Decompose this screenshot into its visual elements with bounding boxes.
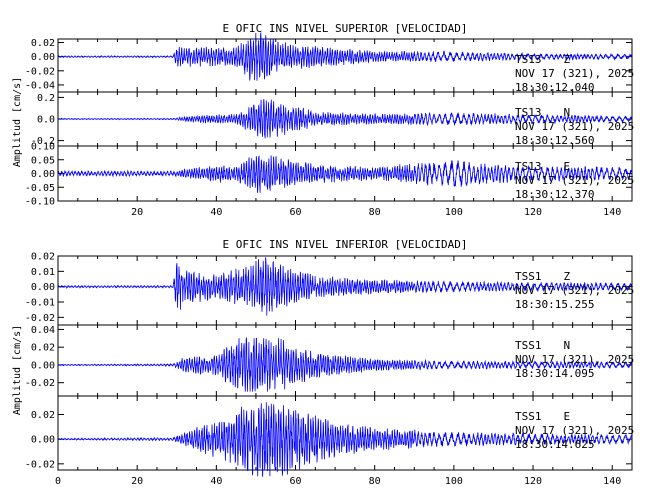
y-tick-label: 0.0 <box>37 115 55 126</box>
station-label: TSS1 E <box>515 410 570 423</box>
y-tick-label: -0.05 <box>25 183 55 194</box>
y-tick-label: -0.02 <box>25 459 55 470</box>
x-tick-label: 140 <box>603 207 621 218</box>
station-label: TS13 E <box>515 160 570 173</box>
x-tick-label: 100 <box>445 207 463 218</box>
y-tick-label: -0.02 <box>25 313 55 324</box>
x-tick-label: 20 <box>131 476 143 487</box>
y-tick-label: 0.00 <box>31 435 55 446</box>
x-tick-label: 120 <box>524 207 542 218</box>
y-tick-label: -0.02 <box>25 66 55 77</box>
upper-y-axis-label: Amplitud [cm/s] <box>12 77 23 167</box>
component-code: N <box>564 106 571 119</box>
y-tick-label: -0.10 <box>25 197 55 208</box>
y-tick-label: -0.02 <box>25 378 55 389</box>
y-tick-label: -0.2 <box>31 136 55 147</box>
y-tick-label: 0.00 <box>31 360 55 371</box>
trace-time: 18:30:12.040 <box>515 81 594 94</box>
station-code: TSS1 <box>515 339 542 352</box>
trace-time: 18:30:12.370 <box>515 188 594 201</box>
trace-time: 18:30:14.095 <box>515 367 594 380</box>
component-code: N <box>564 339 571 352</box>
x-tick-label: 20 <box>131 207 143 218</box>
y-tick-label: 0.05 <box>31 155 55 166</box>
lower-y-axis-label: Amplitud [cm/s] <box>12 325 23 415</box>
x-tick-label: 80 <box>369 476 381 487</box>
waveform-trace <box>57 402 633 477</box>
waveform-trace <box>57 256 633 316</box>
y-tick-label: 0.2 <box>37 93 55 104</box>
station-label: TS13 Z <box>515 53 571 66</box>
x-tick-label: 60 <box>289 207 301 218</box>
y-tick-label: -0.01 <box>25 298 55 309</box>
trace-date: NOV 17 (321), 2025 <box>515 67 634 80</box>
trace-date: NOV 17 (321), 2025 <box>515 424 634 437</box>
y-tick-label: -0.04 <box>25 80 55 91</box>
station-code: TSS1 <box>515 270 542 283</box>
y-tick-label: 0.00 <box>31 169 55 180</box>
y-tick-label: 0.02 <box>31 343 55 354</box>
trace-time: 18:30:15.255 <box>515 298 594 311</box>
y-tick-label: 0.04 <box>31 325 55 336</box>
component-code: Z <box>564 53 571 66</box>
station-label: TSS1 Z <box>515 270 571 283</box>
y-tick-label: 0.02 <box>31 410 55 421</box>
station-code: TS13 <box>515 106 542 119</box>
upper-group-title: E OFIC INS NIVEL SUPERIOR [VELOCIDAD] <box>222 22 467 35</box>
station-label: TS13 N <box>515 106 570 119</box>
trace-date: NOV 17 (321), 2025 <box>515 353 634 366</box>
lower-group-title: E OFIC INS NIVEL INFERIOR [VELOCIDAD] <box>222 238 467 251</box>
x-tick-label: 40 <box>210 207 222 218</box>
x-tick-label: 0 <box>55 476 61 487</box>
waveform-trace <box>57 99 633 139</box>
component-code: E <box>564 160 571 173</box>
waveform-trace <box>57 336 633 392</box>
x-tick-label: 140 <box>603 476 621 487</box>
x-tick-label: 40 <box>210 476 222 487</box>
trace-time: 18:30:12.560 <box>515 134 594 147</box>
y-tick-label: 0.01 <box>31 267 55 278</box>
trace-date: NOV 17 (321), 2025 <box>515 284 634 297</box>
trace-time: 18:30:14.625 <box>515 438 594 451</box>
panel-frame <box>57 395 633 471</box>
waveform-trace <box>57 31 633 81</box>
component-code: E <box>564 410 571 423</box>
x-tick-label: 60 <box>289 476 301 487</box>
station-code: TS13 <box>515 53 542 66</box>
waveform-trace <box>58 155 633 193</box>
x-tick-label: 100 <box>445 476 463 487</box>
y-tick-label: 0.00 <box>31 52 55 63</box>
station-label: TSS1 N <box>515 339 570 352</box>
station-code: TSS1 <box>515 410 542 423</box>
y-tick-label: 0.02 <box>31 38 55 49</box>
y-tick-label: 0.10 <box>31 142 55 153</box>
component-code: Z <box>564 270 571 283</box>
y-tick-label: 0.02 <box>31 252 55 263</box>
trace-date: NOV 17 (321), 2025 <box>515 174 634 187</box>
x-tick-label: 120 <box>524 476 542 487</box>
y-tick-label: 0.00 <box>31 282 55 293</box>
trace-date: NOV 17 (321), 2025 <box>515 120 634 133</box>
station-code: TS13 <box>515 160 542 173</box>
x-tick-label: 80 <box>369 207 381 218</box>
